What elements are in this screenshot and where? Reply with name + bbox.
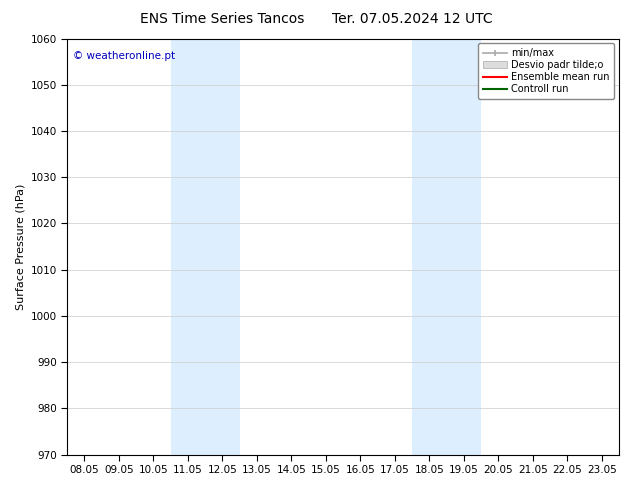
Text: Ter. 07.05.2024 12 UTC: Ter. 07.05.2024 12 UTC xyxy=(332,12,493,26)
Legend: min/max, Desvio padr tilde;o, Ensemble mean run, Controll run: min/max, Desvio padr tilde;o, Ensemble m… xyxy=(478,44,614,99)
Bar xyxy=(412,39,481,455)
Y-axis label: Surface Pressure (hPa): Surface Pressure (hPa) xyxy=(15,183,25,310)
Bar xyxy=(171,39,240,455)
Text: © weatheronline.pt: © weatheronline.pt xyxy=(73,51,175,61)
Text: ENS Time Series Tancos: ENS Time Series Tancos xyxy=(139,12,304,26)
